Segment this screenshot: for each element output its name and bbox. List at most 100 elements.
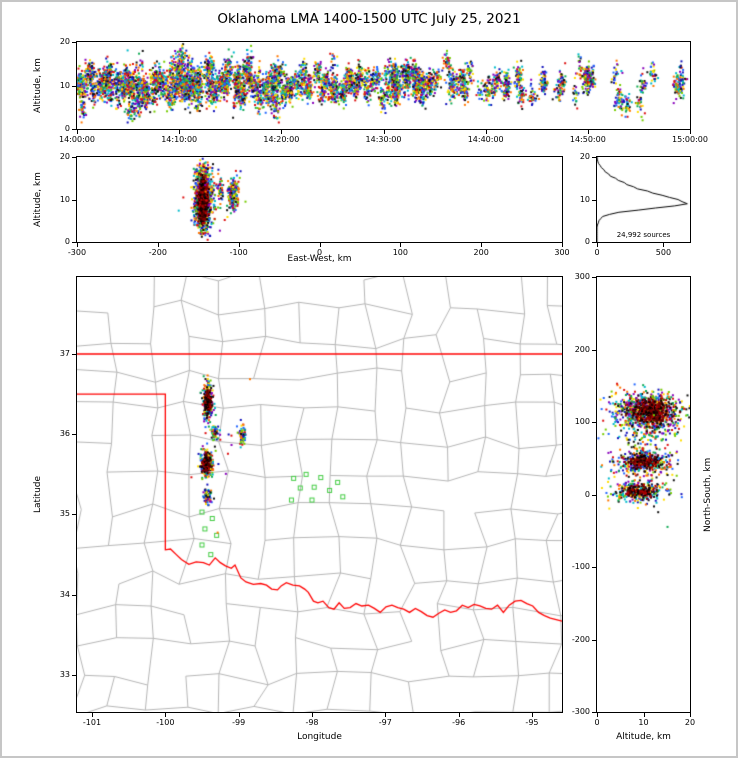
tick-label: 0 (64, 237, 70, 246)
tick-label: 14:10:00 (161, 135, 198, 144)
tick-label: -200 (571, 634, 590, 644)
tick-label: -101 (82, 718, 102, 727)
tick-mark (92, 713, 93, 717)
tick-mark (592, 639, 596, 641)
panel-map (76, 276, 563, 713)
tick-label: 100 (392, 248, 408, 257)
tick-label: 200 (574, 344, 590, 354)
tick-label: 20 (579, 152, 590, 161)
tick-mark (72, 514, 76, 516)
tick-mark (400, 243, 402, 247)
tick-label: -100 (156, 718, 175, 727)
tick-label: 14:00:00 (59, 135, 95, 144)
north-south-ylabel: North-South, km (703, 457, 713, 532)
tick-label: 300 (554, 248, 570, 257)
tick-mark (592, 157, 596, 158)
tick-label: -98 (305, 718, 319, 727)
tick-mark (72, 674, 76, 676)
north-south-xlabel: Altitude, km (616, 732, 671, 742)
tick-mark (157, 243, 159, 247)
tick-mark (597, 243, 598, 247)
tick-mark (592, 712, 596, 713)
tick-mark (385, 713, 387, 717)
tick-label: -100 (229, 248, 248, 257)
tick-mark (77, 243, 78, 247)
tick-mark (72, 199, 76, 201)
tick-label: 20 (684, 718, 696, 727)
tick-label: -95 (525, 718, 539, 727)
tick-label: 37 (59, 348, 70, 358)
tick-mark (311, 713, 313, 717)
tick-mark (485, 130, 487, 134)
panel-time-height (76, 41, 691, 130)
tick-mark (592, 277, 596, 278)
tick-label: 15:00:00 (672, 135, 708, 144)
tick-mark (592, 494, 596, 496)
tick-mark (72, 242, 76, 243)
tick-mark (643, 713, 645, 717)
panel-north-south-height (596, 276, 691, 713)
tick-label: 10 (579, 194, 590, 204)
tick-mark (72, 129, 76, 130)
map-ylabel: Latitude (33, 475, 43, 514)
tick-label: 10 (59, 194, 70, 204)
tick-label: 14:30:00 (365, 135, 402, 144)
tick-label: 200 (473, 248, 489, 257)
tick-label: 36 (59, 429, 70, 439)
tick-label: 14:50:00 (569, 135, 606, 144)
tick-mark (690, 130, 691, 134)
tick-label: 0 (316, 248, 323, 257)
tick-label: 14:20:00 (263, 135, 300, 144)
tick-label: -97 (378, 718, 392, 727)
tick-mark (592, 567, 596, 568)
tick-mark (690, 713, 691, 717)
tick-label: 10 (59, 80, 70, 90)
tick-label: -200 (148, 248, 167, 257)
tick-mark (72, 85, 76, 87)
tick-label: 500 (655, 248, 672, 257)
tick-mark (481, 243, 483, 247)
tick-mark (165, 713, 167, 717)
altitude-histogram-canvas (597, 157, 690, 242)
tick-label: 10 (638, 718, 649, 727)
time-height-scatter-canvas (77, 42, 690, 129)
map-xlabel: Longitude (297, 732, 342, 742)
tick-label: -300 (571, 707, 590, 716)
tick-mark (72, 353, 76, 355)
tick-mark (592, 199, 596, 201)
tick-label: 33 (59, 669, 70, 679)
tick-label: 300 (574, 272, 590, 281)
tick-label: 34 (59, 589, 70, 599)
map-canvas (77, 277, 562, 712)
tick-mark (238, 243, 240, 247)
tick-mark (319, 243, 321, 247)
tick-mark (72, 157, 76, 158)
tick-mark (72, 434, 76, 436)
tick-mark (592, 242, 596, 243)
tick-label: 100 (574, 417, 590, 426)
panel-east-west-height (76, 156, 563, 243)
north-south-height-scatter-canvas (597, 277, 690, 712)
tick-mark (458, 713, 460, 717)
tick-label: 0 (64, 124, 70, 133)
tick-label: -300 (67, 248, 87, 257)
tick-mark (587, 130, 589, 134)
tick-label: 35 (59, 509, 70, 519)
tick-label: 0 (584, 489, 590, 499)
east-west-xlabel: East-West, km (287, 254, 352, 264)
tick-mark (597, 713, 598, 717)
tick-mark (383, 130, 385, 134)
figure-title: Oklahoma LMA 1400-1500 UTC July 25, 2021 (217, 11, 521, 27)
tick-label: -100 (571, 562, 590, 571)
tick-mark (592, 422, 596, 423)
tick-mark (281, 130, 283, 134)
tick-label: 20 (59, 37, 70, 46)
tick-mark (531, 713, 533, 717)
tick-label: -99 (232, 718, 246, 727)
tick-label: 0 (594, 718, 600, 727)
tick-mark (663, 243, 665, 247)
source-count-label: 24,992 sources (616, 231, 671, 239)
tick-mark (77, 130, 78, 134)
tick-label: -96 (452, 718, 466, 727)
